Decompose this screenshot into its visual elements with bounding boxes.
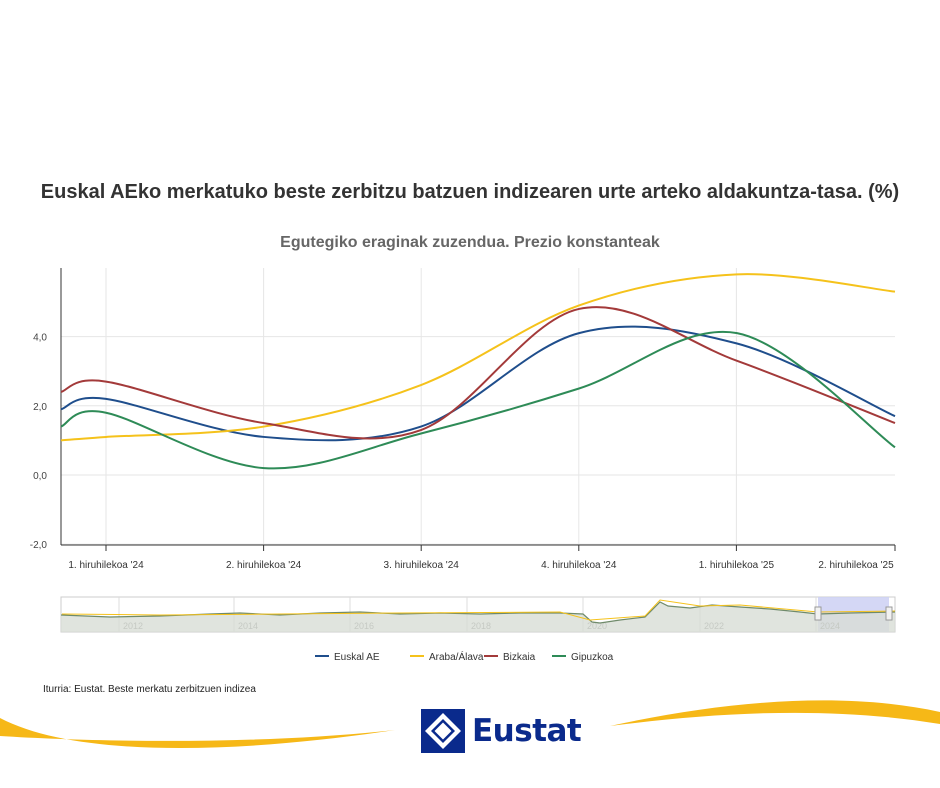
series-line-gipuzkoa[interactable] bbox=[60, 330, 896, 470]
x-tick-label: 2. hiruhilekoa '24 bbox=[226, 560, 302, 571]
legend-item[interactable]: Gipuzkoa bbox=[571, 652, 614, 663]
decorative-swoosh-right bbox=[610, 700, 940, 726]
legend-item[interactable]: Euskal AE bbox=[334, 652, 380, 663]
y-tick-label: 2,0 bbox=[33, 402, 47, 413]
chart-subtitle: Egutegiko eraginak zuzendua. Prezio kons… bbox=[280, 234, 660, 251]
eustat-logo: Eustat bbox=[420, 707, 590, 755]
source-note: Iturria: Eustat. Beste merkatu zerbitzue… bbox=[43, 684, 256, 695]
series-line-euskal-ae[interactable] bbox=[60, 325, 896, 442]
eustat-logo-icon bbox=[421, 709, 465, 753]
x-tick-label: 1. hiruhilekoa '25 bbox=[699, 560, 775, 571]
chart-title: Euskal AEko merkatuko beste zerbitzu bat… bbox=[40, 181, 900, 203]
x-tick-label: 1. hiruhilekoa '24 bbox=[68, 560, 144, 571]
y-tick-label: -2,0 bbox=[30, 540, 48, 551]
legend-item[interactable]: Bizkaia bbox=[503, 652, 536, 663]
legend-item[interactable]: Araba/Álava bbox=[429, 650, 484, 663]
x-tick-label: 2. hiruhilekoa '25 bbox=[818, 560, 894, 571]
navigator-handle[interactable] bbox=[885, 606, 893, 621]
navigator-area bbox=[61, 602, 895, 632]
x-tick-label: 4. hiruhilekoa '24 bbox=[541, 560, 617, 571]
y-tick-label: 4,0 bbox=[33, 333, 47, 344]
navigator-handle[interactable] bbox=[814, 606, 822, 621]
series-line-bizkaia[interactable] bbox=[60, 306, 896, 440]
series-line-araba-lava[interactable] bbox=[60, 273, 896, 442]
eustat-logo-text: Eustat bbox=[472, 713, 582, 749]
decorative-swoosh-left bbox=[0, 718, 395, 749]
y-tick-label: 0,0 bbox=[33, 471, 47, 482]
navigator-line-secondary bbox=[61, 599, 896, 621]
x-tick-label: 3. hiruhilekoa '24 bbox=[384, 560, 460, 571]
